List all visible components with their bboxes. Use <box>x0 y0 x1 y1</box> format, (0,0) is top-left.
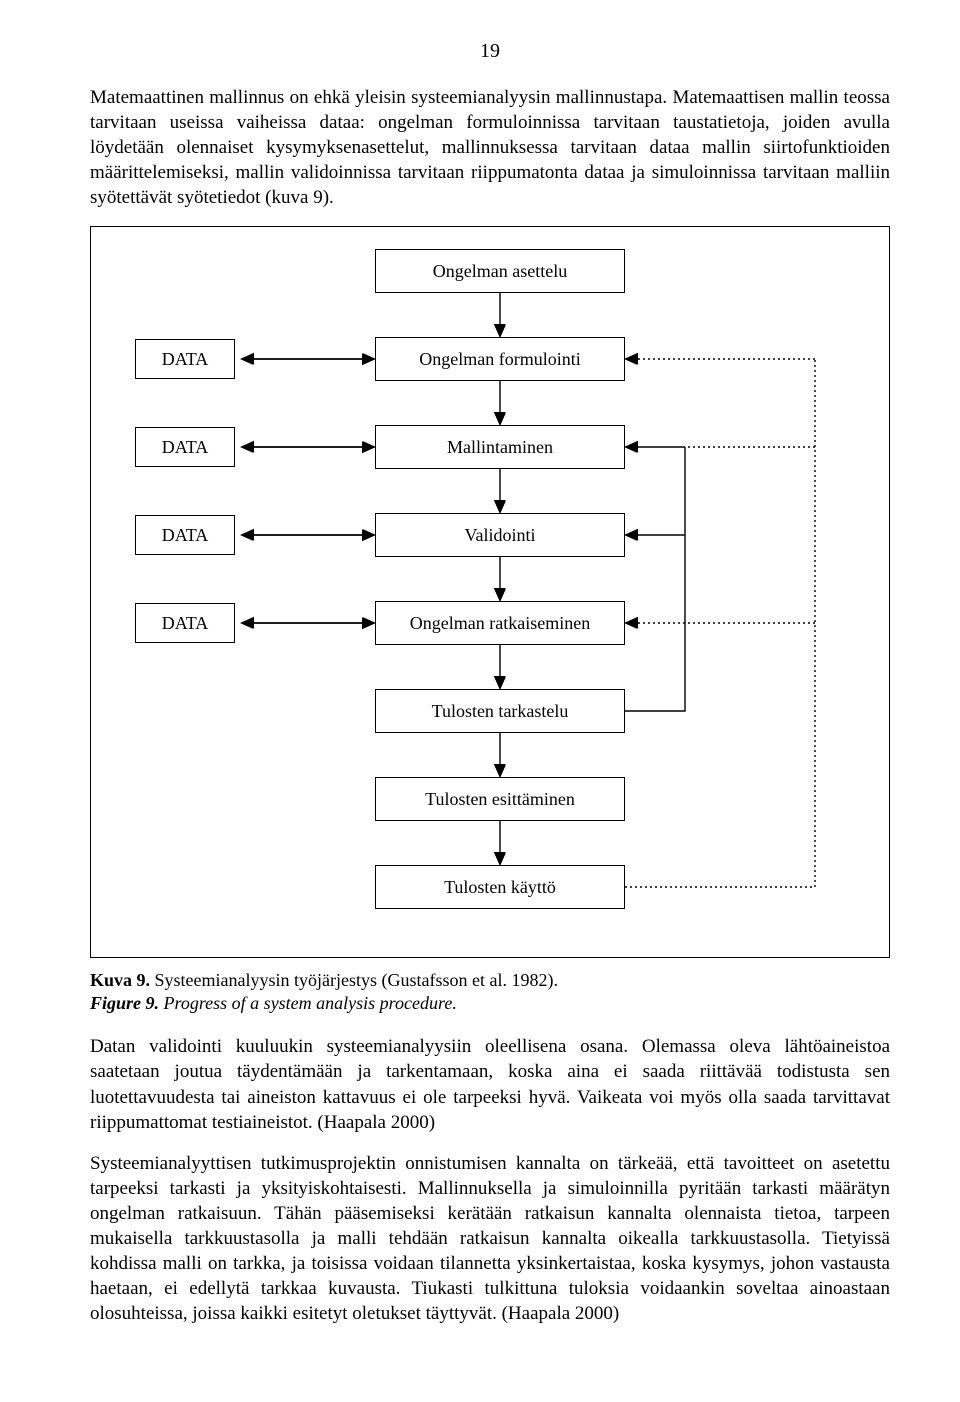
caption-en-text: Progress of a system analysis procedure. <box>159 993 457 1013</box>
paragraph-2: Datan validointi kuuluukin systeemianaly… <box>90 1034 890 1134</box>
node-asettelu: Ongelman asettelu <box>375 249 625 293</box>
caption-en-label: Figure 9. <box>90 993 159 1013</box>
caption-fi-text: Systeemianalyysin työjärjestys (Gustafss… <box>150 970 558 990</box>
caption-fi-label: Kuva 9. <box>90 970 150 990</box>
node-esittaminen: Tulosten esittäminen <box>375 777 625 821</box>
node-data-3: DATA <box>135 515 235 555</box>
paragraph-1: Matemaattinen mallinnus on ehkä yleisin … <box>90 85 890 210</box>
node-mallintaminen: Mallintaminen <box>375 425 625 469</box>
node-kaytto: Tulosten käyttö <box>375 865 625 909</box>
node-data-4: DATA <box>135 603 235 643</box>
caption-en: Figure 9. Progress of a system analysis … <box>90 993 890 1014</box>
node-data-1: DATA <box>135 339 235 379</box>
node-data-2: DATA <box>135 427 235 467</box>
node-ratkaiseminen: Ongelman ratkaiseminen <box>375 601 625 645</box>
node-validointi: Validointi <box>375 513 625 557</box>
node-tarkastelu: Tulosten tarkastelu <box>375 689 625 733</box>
page-number: 19 <box>90 40 890 63</box>
flowchart-frame: Ongelman asettelu Ongelman formulointi M… <box>90 226 890 958</box>
caption-fi: Kuva 9. Systeemianalyysin työjärjestys (… <box>90 970 890 991</box>
paragraph-3: Systeemianalyyttisen tutkimusprojektin o… <box>90 1151 890 1327</box>
flowchart: Ongelman asettelu Ongelman formulointi M… <box>115 245 865 935</box>
node-formulointi: Ongelman formulointi <box>375 337 625 381</box>
